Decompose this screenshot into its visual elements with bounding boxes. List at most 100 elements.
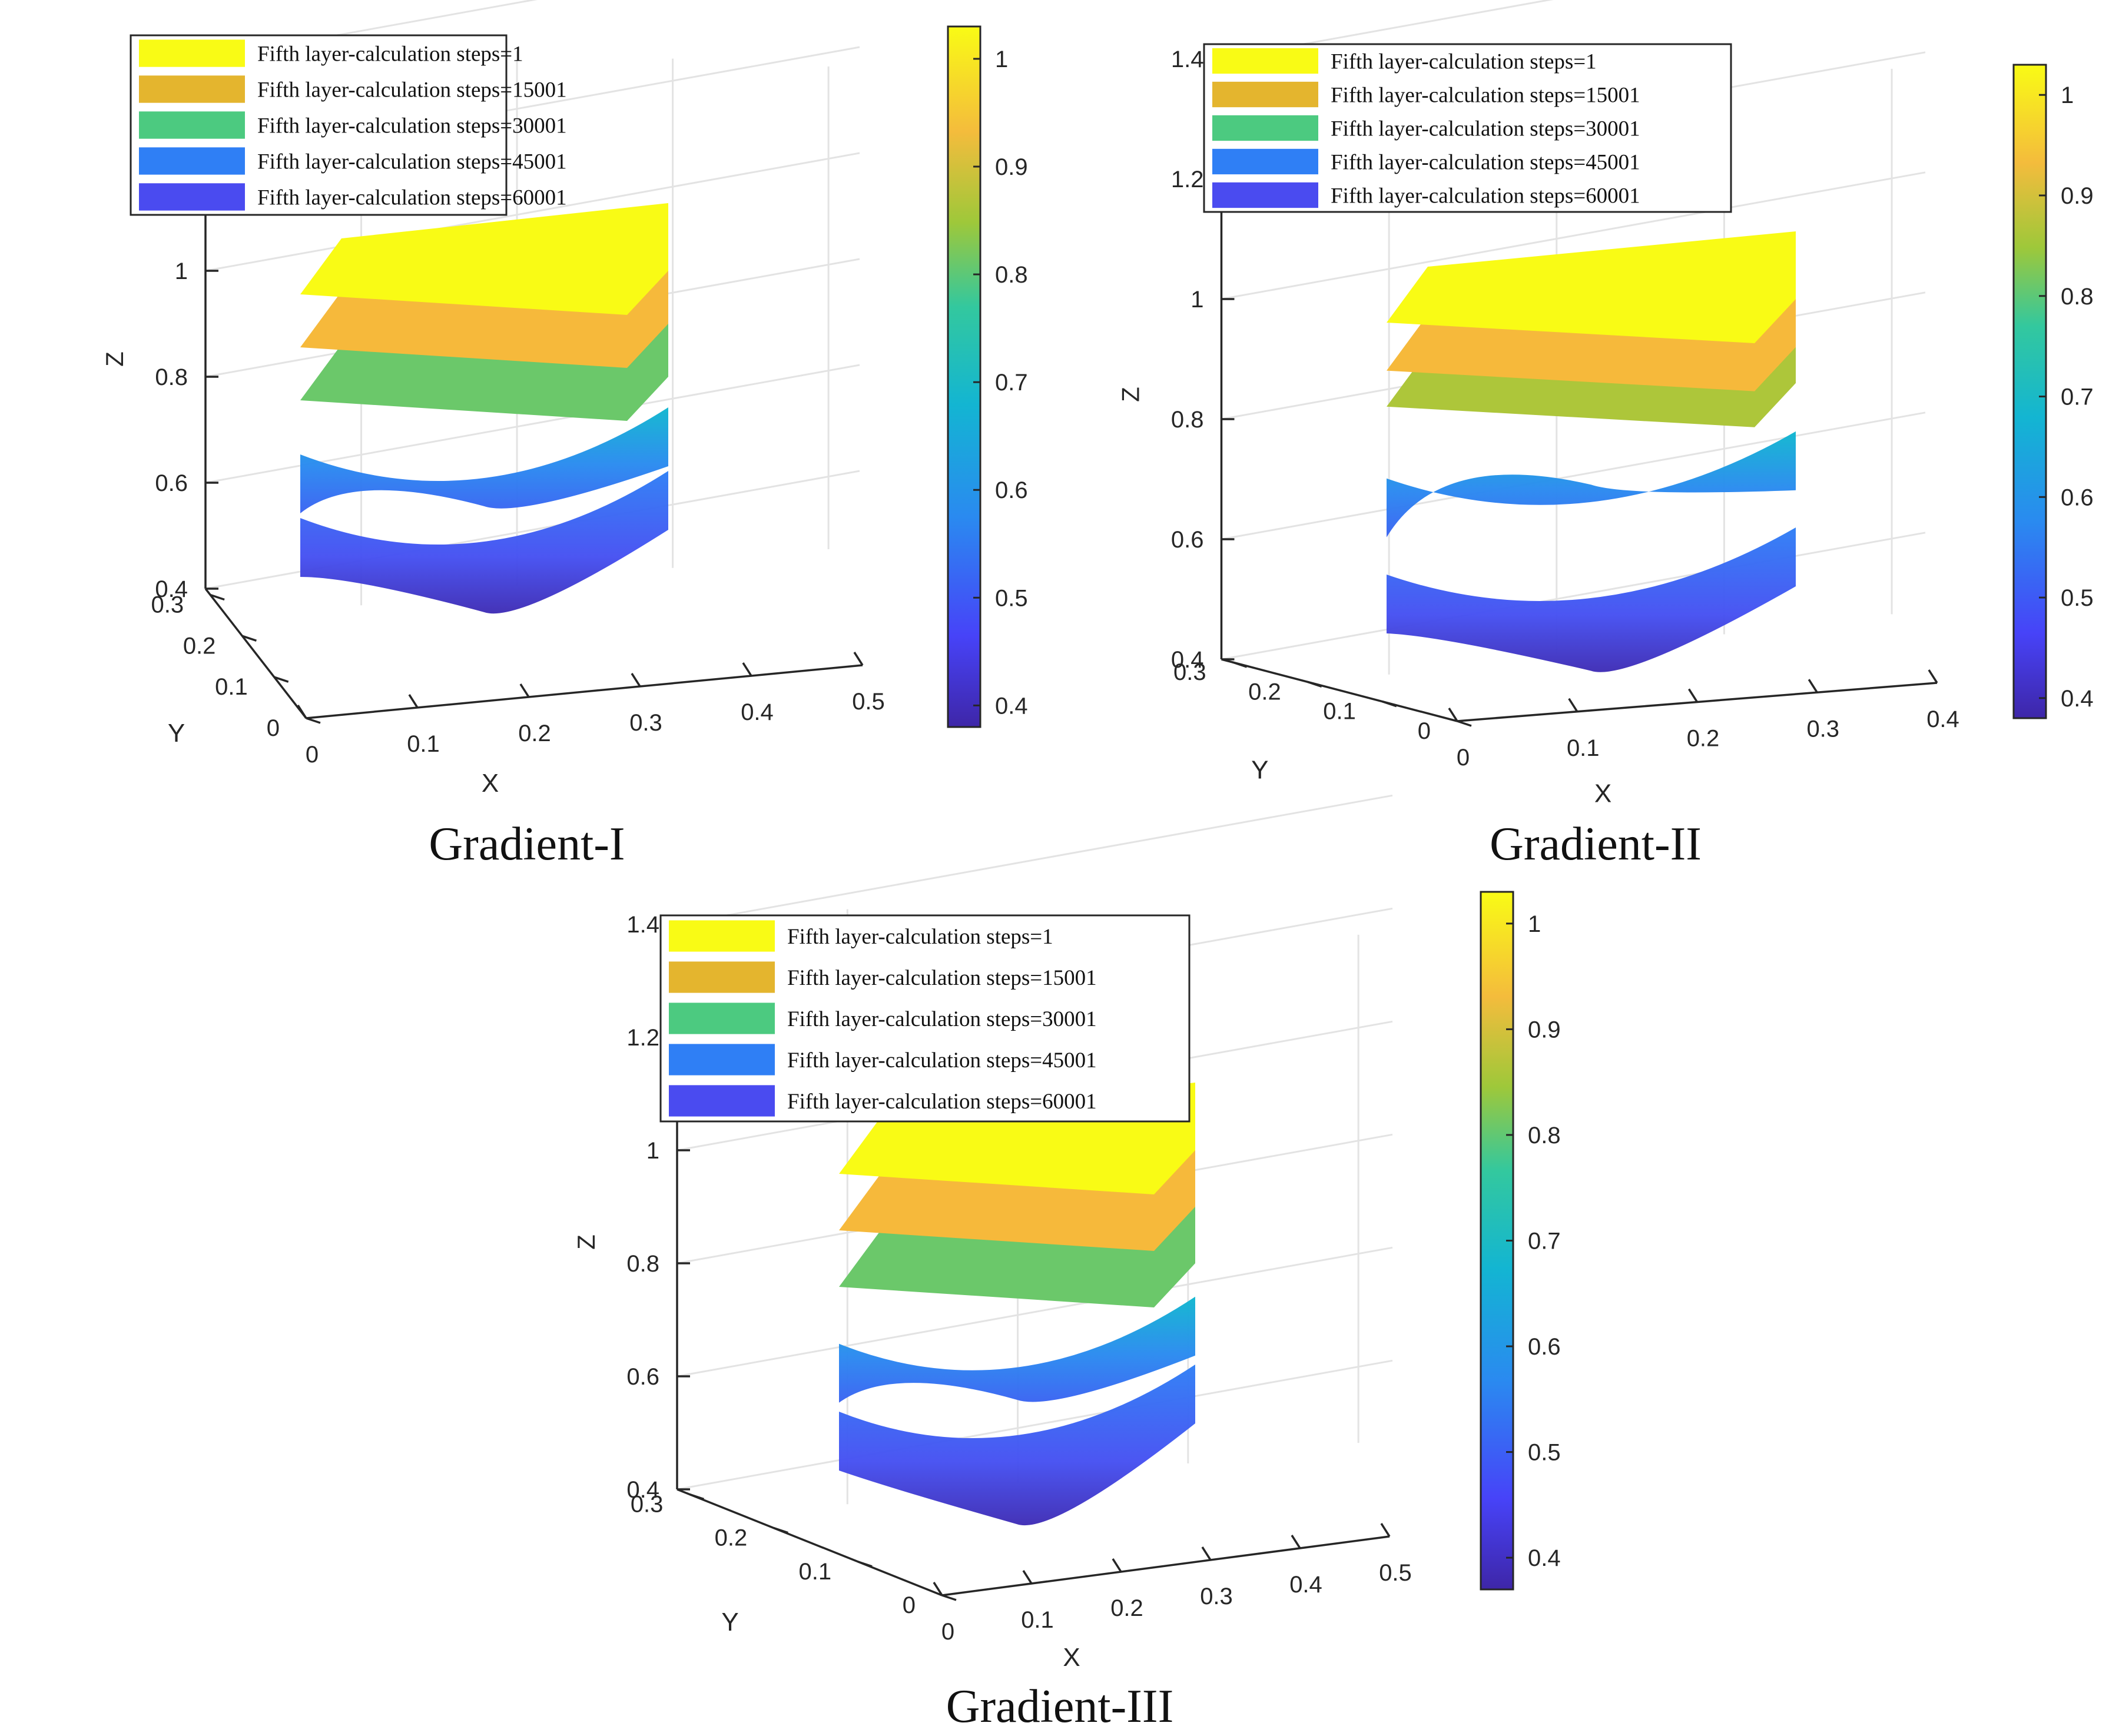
legend-swatch xyxy=(139,111,245,139)
colorbar-tick-label: 0.4 xyxy=(1528,1545,1561,1571)
colorbar-tick-label: 0.4 xyxy=(995,693,1028,719)
legend-swatch xyxy=(669,1085,775,1117)
colorbar-tick-label: 0.9 xyxy=(1528,1017,1561,1043)
legend-swatch xyxy=(1212,148,1318,175)
legend-swatch xyxy=(139,147,245,175)
legend-label: Fifth layer-calculation steps=30001 xyxy=(787,1007,1097,1031)
x-tick xyxy=(742,662,752,676)
y-tick-label: 0.3 xyxy=(1173,659,1206,685)
x-tick xyxy=(1380,1523,1391,1537)
colorbar-gradient xyxy=(2012,64,2047,719)
surface-steps-1 xyxy=(300,203,668,315)
colorbar-tick-label: 0.7 xyxy=(995,370,1028,396)
colorbar-tick-label: 0.9 xyxy=(995,154,1028,180)
y-tick-label: 0.2 xyxy=(183,633,216,659)
colorbar-tick-label: 0.6 xyxy=(1528,1334,1561,1360)
z-tick-label: 0.6 xyxy=(626,1364,659,1390)
legend-label: Fifth layer-calculation steps=15001 xyxy=(787,966,1097,990)
x-tick xyxy=(1568,698,1579,712)
x-tick xyxy=(933,1582,943,1596)
colorbar-tick-label: 1 xyxy=(995,47,1008,72)
y-tick-label: 0 xyxy=(267,715,280,741)
panel-gradient-iii: 0.40.60.811.21.4Z0 0.1 0.2 0.3 0.4 0.5X00.10.… xyxy=(572,794,1561,1732)
legend: Fifth layer-calculation steps=1 Fifth lay… xyxy=(1203,43,1732,213)
x-tick-label: 0.4 xyxy=(1926,706,1959,732)
x-tick-label: 0.1 xyxy=(1567,735,1600,761)
legend-label: Fifth layer-calculation steps=30001 xyxy=(257,114,567,138)
x-tick-label: 0.1 xyxy=(1021,1607,1054,1633)
surface-steps-45001 xyxy=(839,1296,1195,1403)
legend-label: Fifth layer-calculation steps=45001 xyxy=(257,150,567,174)
x-axis-line xyxy=(941,1535,1390,1596)
legend-label: Fifth layer-calculation steps=15001 xyxy=(257,78,567,102)
legend-swatch xyxy=(669,1003,775,1034)
z-tick-label: 0.8 xyxy=(155,364,188,390)
surface-steps-45001 xyxy=(300,407,668,513)
x-tick-label: 0.3 xyxy=(629,710,662,736)
z-gridline xyxy=(1221,411,1926,540)
x-tick-label: 0.3 xyxy=(1200,1584,1233,1609)
x-tick-label: 0.5 xyxy=(1379,1560,1412,1586)
z-tick-label: 1 xyxy=(175,258,188,284)
legend-label: Fifth layer-calculation steps=1 xyxy=(1331,50,1597,74)
x-tick-label: 0.2 xyxy=(1110,1595,1143,1621)
x-tick xyxy=(408,694,419,708)
y-axis-label: Y xyxy=(168,719,185,748)
z-tick-label: 1 xyxy=(1191,287,1203,313)
y-tick-label: 0.2 xyxy=(715,1525,748,1551)
surfaces xyxy=(300,203,668,614)
x-tick-label: 0.2 xyxy=(1687,726,1720,752)
colorbar-tick-label: 0.7 xyxy=(1528,1229,1561,1254)
y-axis-line xyxy=(1221,658,1458,722)
y-tick xyxy=(274,676,289,683)
y-tick xyxy=(1232,661,1248,668)
x-tick xyxy=(631,673,641,687)
colorbar-tick-label: 0.9 xyxy=(2061,183,2094,209)
x-tick xyxy=(1448,708,1458,722)
legend-swatch xyxy=(1212,81,1318,108)
y-tick xyxy=(241,635,257,642)
legend-swatch xyxy=(1212,182,1318,208)
surface-steps-60001 xyxy=(1387,527,1796,672)
legend-label: Fifth layer-calculation steps=60001 xyxy=(787,1090,1097,1114)
y-tick-label: 0.1 xyxy=(215,674,248,700)
colorbar-tick-label: 0.6 xyxy=(995,477,1028,503)
legend-swatch xyxy=(669,961,775,993)
colorbar: 0.4 0.5 0.6 0.7 0.8 0.9 1 xyxy=(947,25,1028,728)
x-tick xyxy=(1022,1570,1033,1584)
colorbar-tick-label: 0.5 xyxy=(2061,585,2094,611)
panel-caption: Gradient-II xyxy=(1490,818,1702,870)
y-tick-label: 0 xyxy=(1418,718,1431,744)
colorbar-tick-label: 0.5 xyxy=(995,585,1028,611)
panel-gradient-ii: 0.40.60.811.21.4Z0 0.1 0.2 0.3 0.4X00.10.20.… xyxy=(1117,0,2094,870)
z-axis-label: Z xyxy=(101,351,128,367)
x-tick xyxy=(853,652,864,666)
surface-steps-1 xyxy=(1387,231,1796,343)
legend: Fifth layer-calculation steps=1 Fifth lay… xyxy=(130,34,567,216)
x-axis-line xyxy=(306,664,863,719)
z-tick-label: 1.2 xyxy=(1171,167,1204,192)
colorbar-tick-label: 0.8 xyxy=(995,262,1028,288)
y-tick xyxy=(306,717,321,724)
x-tick xyxy=(1112,1558,1122,1572)
x-tick xyxy=(1928,669,1938,683)
surface-steps-45001 xyxy=(1387,431,1796,537)
x-tick-label: 0 xyxy=(941,1619,954,1645)
z-tick-label: 0.8 xyxy=(1171,407,1204,433)
z-tick-label: 1.2 xyxy=(626,1025,659,1051)
colorbar-gradient xyxy=(947,25,981,728)
x-tick xyxy=(1291,1535,1301,1549)
legend-swatch xyxy=(139,75,245,103)
legend-swatch xyxy=(1212,48,1318,74)
x-tick-label: 0 xyxy=(1457,745,1470,771)
x-tick-label: 0.5 xyxy=(852,689,885,715)
panel-caption: Gradient-I xyxy=(429,818,625,870)
legend-label: Fifth layer-calculation steps=60001 xyxy=(1331,184,1640,208)
y-tick-label: 0.3 xyxy=(151,592,184,618)
colorbar-tick-label: 0.6 xyxy=(2061,484,2094,510)
x-axis-label: X xyxy=(482,769,499,798)
y-tick xyxy=(1307,681,1322,688)
z-tick-label: 0.8 xyxy=(626,1251,659,1277)
colorbar-tick-label: 0.8 xyxy=(2061,284,2094,310)
legend-label: Fifth layer-calculation steps=45001 xyxy=(787,1048,1097,1073)
